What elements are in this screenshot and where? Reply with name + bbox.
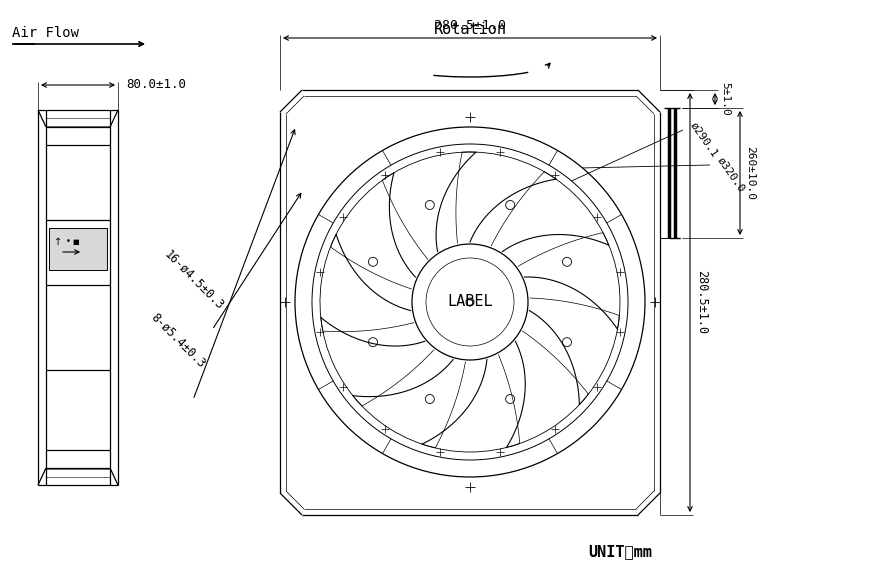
Text: Air Flow: Air Flow	[12, 26, 79, 40]
Text: 80.0±1.0: 80.0±1.0	[126, 78, 186, 92]
Text: ø290.1: ø290.1	[687, 121, 719, 160]
Text: Rotation: Rotation	[433, 22, 506, 37]
Text: •: •	[65, 237, 70, 246]
Text: ■: ■	[73, 239, 79, 245]
Text: ø320.0: ø320.0	[714, 155, 746, 194]
Text: ↑: ↑	[54, 237, 62, 247]
Text: 260±10.0: 260±10.0	[744, 146, 754, 200]
Bar	[49, 228, 107, 270]
Text: 280.5±1.0: 280.5±1.0	[694, 270, 707, 334]
Text: 8-ø5.4±0.3: 8-ø5.4±0.3	[148, 310, 208, 370]
Text: UNIT：mm: UNIT：mm	[587, 545, 651, 560]
Text: 16-ø4.5±0.3: 16-ø4.5±0.3	[162, 248, 226, 312]
Text: 280.5±1.0: 280.5±1.0	[434, 19, 506, 32]
Text: LABEL: LABEL	[447, 295, 492, 310]
Text: 5±1.0: 5±1.0	[720, 82, 729, 116]
